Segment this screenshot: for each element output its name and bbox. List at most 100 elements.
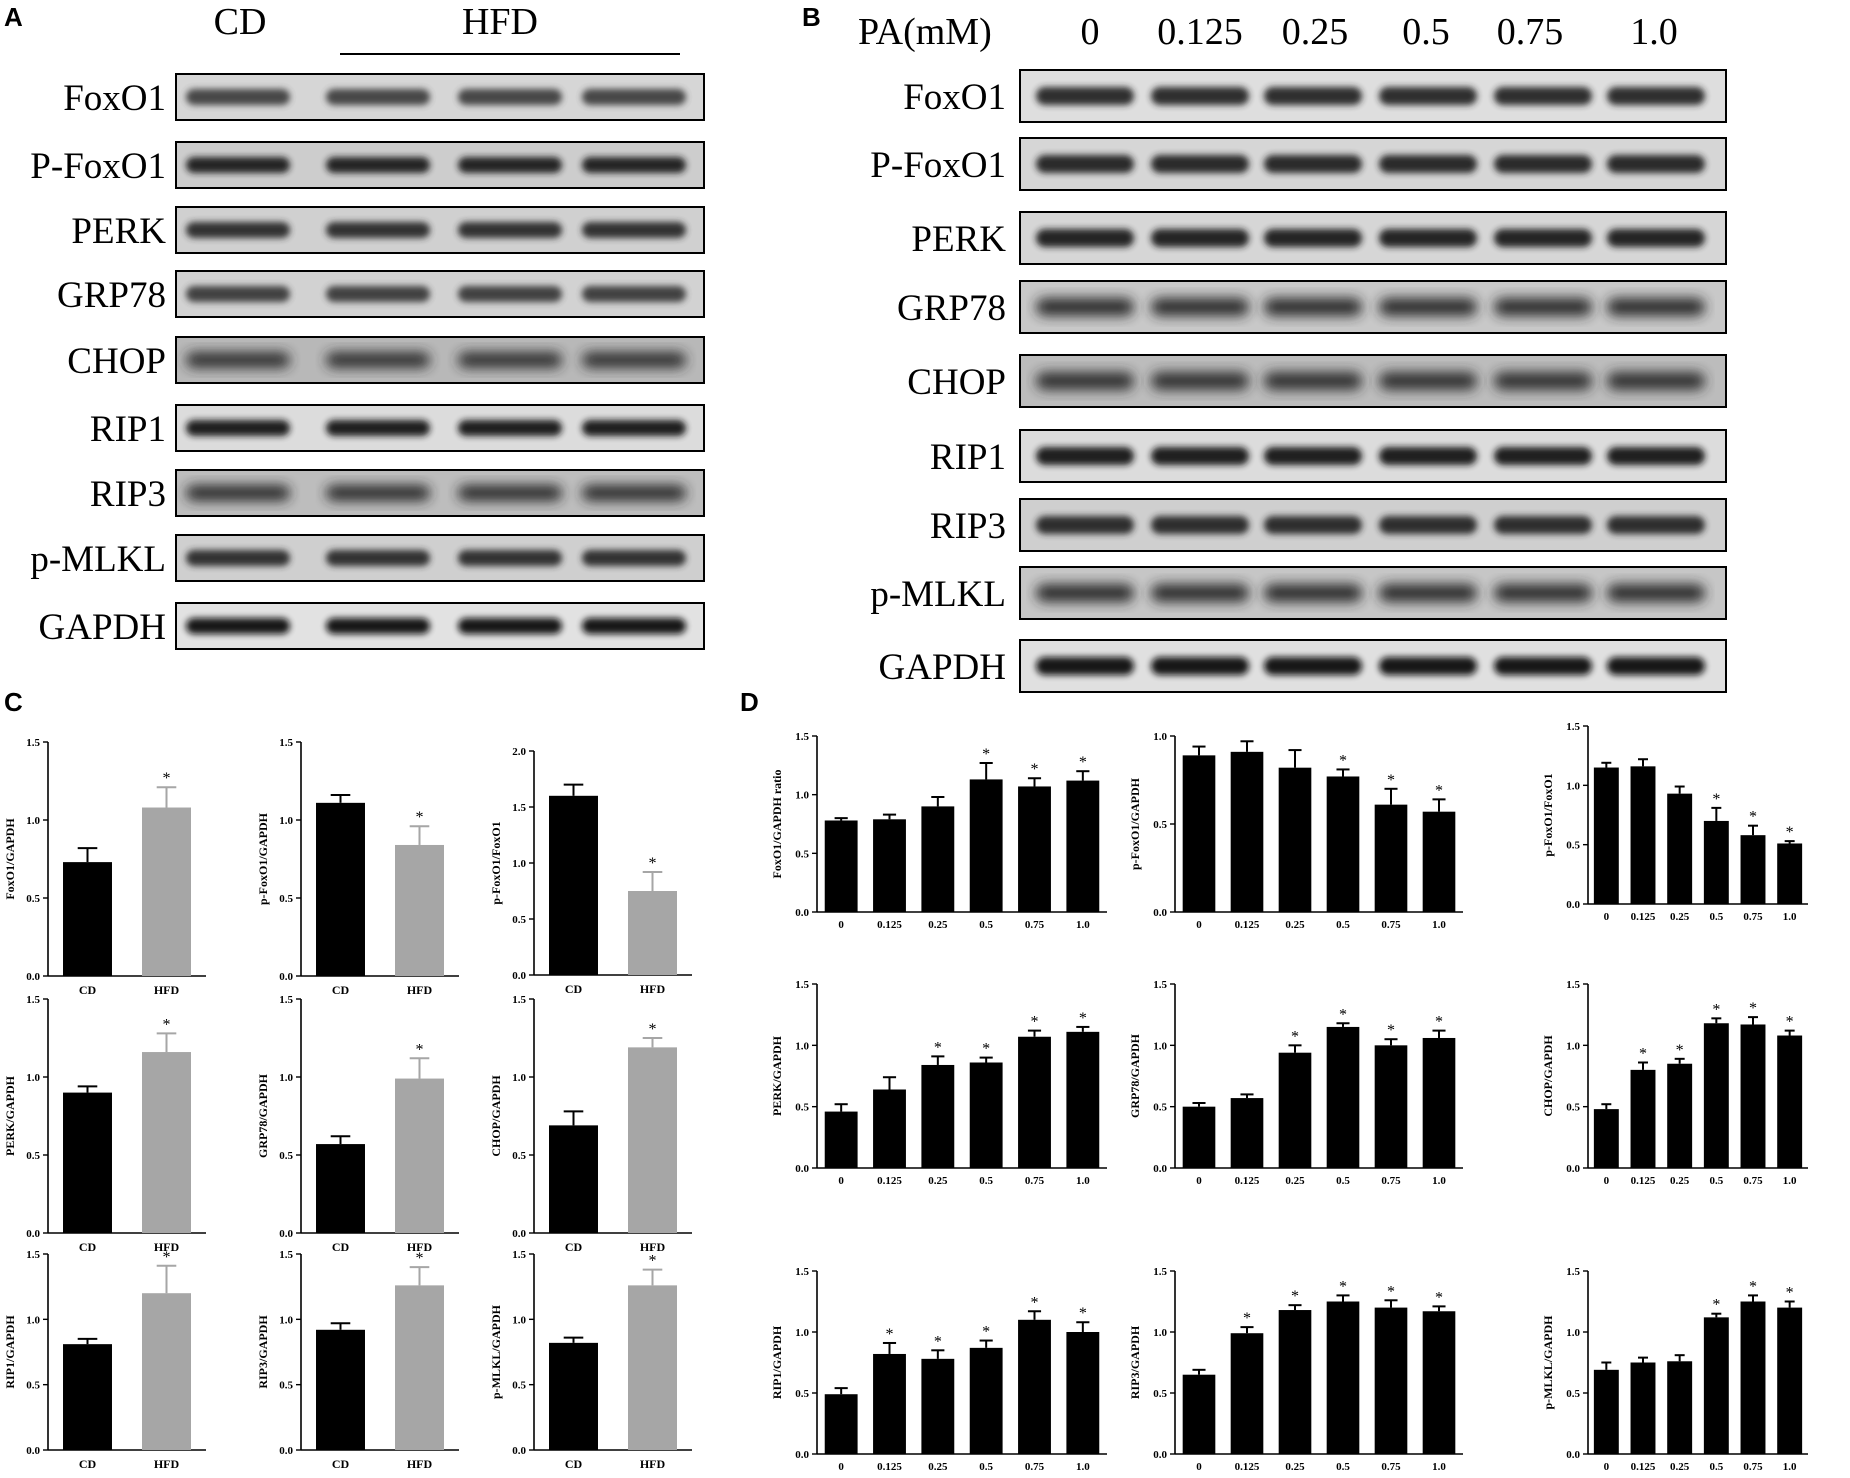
b-blot-perk: [1019, 211, 1727, 265]
chart-d6: 0.0 0.5 1.0 1.5 CHOP/GAPDH 0 * 0.125 * 0.25 * 0.5 * 0…: [1541, 979, 1808, 1187]
b-blot-p-foxo1: [1019, 137, 1727, 191]
y-tick-label: 0.5: [26, 893, 40, 905]
y-tick-label: 1.5: [26, 1249, 40, 1261]
significance-marker: *: [1387, 1022, 1395, 1039]
x-tick-label: 1.0: [1432, 919, 1446, 931]
bar-HFD: [142, 1052, 191, 1233]
y-tick-label: 0.5: [1566, 1102, 1580, 1114]
y-tick-label: 0.5: [795, 848, 809, 860]
bar-0: [1182, 1106, 1216, 1168]
chart-d7: 0.0 0.5 1.0 1.5 RIP1/GAPDH 0 * 0.125 * 0.25 * 0.5 * 0…: [770, 1266, 1107, 1473]
bar-0.125: [1230, 1098, 1264, 1168]
y-axis-label: GRP78/GAPDH: [256, 1073, 270, 1158]
bar-0.125: [1630, 1362, 1656, 1454]
y-tick-label: 0.5: [795, 1388, 809, 1400]
x-tick-label: HFD: [407, 1240, 433, 1254]
a-label-gapdh: GAPDH: [39, 607, 166, 648]
blots-panel-a: FoxO1 P-FoxO1 PERK GRP78 CHOP RIP1 RIP3 p-MLKL G…: [30, 73, 705, 650]
bar-0.5: [1326, 1026, 1360, 1168]
bar-0.75: [1740, 835, 1766, 904]
bar-0.5: [1703, 820, 1729, 904]
b-blot-rip1: [1019, 429, 1727, 483]
pa-lane-5: 1.0: [1630, 11, 1678, 53]
significance-marker: *: [649, 1021, 657, 1038]
a-label-p-foxo1: P-FoxO1: [30, 146, 166, 187]
x-tick-label: 0.125: [1631, 911, 1656, 923]
chart-c9: 0.0 0.5 1.0 1.5 p-MLKL/GAPDH CD * HFD: [489, 1249, 692, 1471]
x-tick-label: 0.75: [1381, 1461, 1401, 1473]
group-label-cd: CD: [214, 1, 267, 43]
bar-1.0: [1422, 811, 1456, 912]
bar-CD: [549, 1342, 598, 1450]
x-tick-label: 0.75: [1381, 1175, 1401, 1187]
significance-marker: *: [1435, 1289, 1443, 1306]
x-tick-label: 0.75: [1743, 1175, 1763, 1187]
significance-marker: *: [1339, 1278, 1347, 1295]
bar-1.0: [1066, 780, 1100, 912]
b-label-foxo1: FoxO1: [903, 77, 1006, 118]
x-tick-label: 0.125: [1631, 1175, 1656, 1187]
significance-marker: *: [1291, 1288, 1299, 1305]
x-tick-label: HFD: [640, 1457, 666, 1471]
x-tick-label: 0.5: [1336, 1461, 1350, 1473]
bar-0.5: [1703, 1023, 1729, 1168]
y-tick-label: 1.0: [512, 858, 526, 870]
x-tick-label: 0.125: [1235, 919, 1260, 931]
significance-marker: *: [934, 1039, 942, 1056]
bar-CD: [316, 802, 365, 976]
b-label-p-foxo1: P-FoxO1: [870, 145, 1006, 186]
y-tick-label: 1.5: [279, 737, 293, 749]
x-tick-label: 0.125: [877, 919, 902, 931]
a-label-p-mlkl: p-MLKL: [30, 539, 166, 580]
chart-d4: 0.0 0.5 1.0 1.5 PERK/GAPDH 0 0.125 * 0.25 * 0.5 * 0.…: [770, 979, 1107, 1187]
significance-marker: *: [1291, 1028, 1299, 1045]
bar-0.125: [1630, 1069, 1656, 1168]
panel-label-c: C: [4, 687, 23, 717]
bar-CD: [63, 1092, 112, 1233]
y-axis-label: GRP78/GAPDH: [1128, 1033, 1142, 1118]
y-tick-label: 1.0: [26, 1072, 40, 1084]
bar-1.0: [1422, 1311, 1456, 1454]
bar-CD: [63, 1344, 112, 1450]
y-axis-label: RIP3/GAPDH: [256, 1315, 270, 1389]
y-tick-label: 0.5: [1153, 1102, 1167, 1114]
significance-marker: *: [934, 1333, 942, 1350]
y-tick-label: 1.5: [512, 802, 526, 814]
y-axis-label: PERK/GAPDH: [3, 1075, 17, 1156]
y-tick-label: 1.0: [795, 790, 809, 802]
x-tick-label: HFD: [154, 983, 180, 997]
x-tick-label: 0.25: [1670, 1175, 1690, 1187]
y-tick-label: 1.5: [795, 731, 809, 743]
chart-c4: 0.0 0.5 1.0 1.5 PERK/GAPDH CD * HFD: [3, 994, 206, 1254]
bar-0.5: [1326, 1301, 1360, 1454]
y-axis-label: FoxO1/GAPDH ratio: [770, 770, 784, 879]
bar-0: [1593, 1109, 1619, 1168]
y-tick-label: 0.5: [1566, 1388, 1580, 1400]
b-blot-rip3: [1019, 498, 1727, 552]
x-tick-label: 1.0: [1783, 1461, 1797, 1473]
y-axis-label: p-FoxO1/GAPDH: [256, 812, 270, 905]
y-tick-label: 0.5: [26, 1150, 40, 1162]
significance-marker: *: [1749, 1000, 1757, 1017]
x-tick-label: 0.125: [877, 1175, 902, 1187]
y-axis-label: RIP1/GAPDH: [3, 1315, 17, 1389]
bar-0.75: [1018, 1319, 1051, 1454]
bar-0.125: [873, 1089, 906, 1168]
x-tick-label: CD: [565, 1240, 583, 1254]
bar-0.75: [1374, 1045, 1408, 1168]
significance-marker: *: [416, 809, 424, 826]
x-tick-label: 0: [1196, 1461, 1202, 1473]
y-tick-label: 0.5: [279, 1150, 293, 1162]
a-blot-p-mlkl: [175, 534, 705, 582]
bar-0.125: [1230, 1333, 1264, 1454]
bar-1.0: [1066, 1031, 1100, 1168]
x-tick-label: 1.0: [1783, 911, 1797, 923]
x-tick-label: 1.0: [1432, 1175, 1446, 1187]
a-blot-rip1: [175, 404, 705, 452]
a-blot-rip3: [175, 469, 705, 517]
bar-0.25: [1278, 1310, 1312, 1454]
significance-marker: *: [1079, 1305, 1087, 1322]
x-tick-label: CD: [332, 983, 350, 997]
b-label-gapdh: GAPDH: [879, 647, 1006, 688]
x-tick-label: 0.25: [928, 1175, 948, 1187]
